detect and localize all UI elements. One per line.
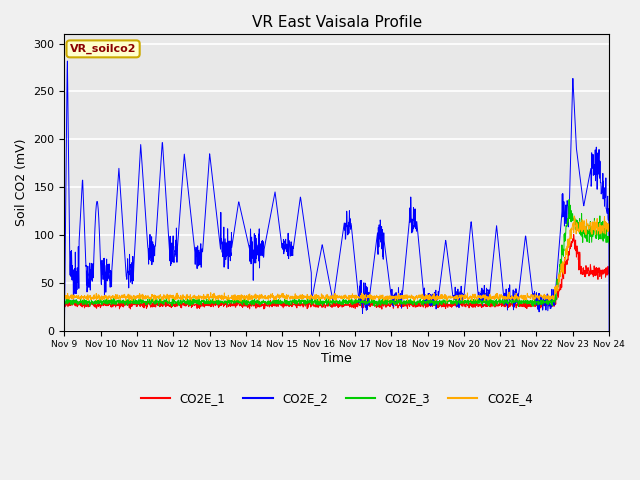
Y-axis label: Soil CO2 (mV): Soil CO2 (mV) [15, 139, 28, 226]
CO2E_2 [61, 328, 68, 334]
X-axis label: Time: Time [321, 352, 352, 365]
CO2E_4 [311, 293, 319, 299]
CO2E_4 [589, 222, 597, 228]
CO2E_2 [589, 164, 597, 169]
CO2E_1 [589, 271, 597, 276]
CO2E_3 [311, 298, 319, 304]
Line: CO2E_4: CO2E_4 [65, 216, 609, 301]
CO2E_3 [325, 301, 333, 307]
CO2E_1 [570, 232, 577, 238]
Legend: CO2E_1, CO2E_2, CO2E_3, CO2E_4: CO2E_1, CO2E_2, CO2E_3, CO2E_4 [136, 387, 538, 409]
CO2E_3 [590, 228, 598, 234]
CO2E_4 [605, 227, 613, 232]
Line: CO2E_3: CO2E_3 [65, 200, 609, 306]
CO2E_4 [490, 294, 497, 300]
CO2E_2 [490, 252, 497, 257]
CO2E_2 [63, 58, 71, 64]
CO2E_1 [325, 301, 333, 307]
CO2E_3 [529, 303, 537, 309]
CO2E_3 [565, 197, 573, 203]
CO2E_4 [61, 291, 68, 297]
CO2E_3 [490, 298, 497, 303]
CO2E_3 [605, 240, 613, 246]
CO2E_1 [605, 272, 613, 277]
CO2E_1 [61, 301, 68, 307]
Text: VR_soilco2: VR_soilco2 [70, 44, 136, 54]
CO2E_2 [605, 328, 613, 334]
CO2E_4 [88, 294, 96, 300]
CO2E_1 [590, 270, 598, 276]
Line: CO2E_2: CO2E_2 [65, 61, 609, 331]
Title: VR East Vaisala Profile: VR East Vaisala Profile [252, 15, 422, 30]
Line: CO2E_1: CO2E_1 [65, 235, 609, 309]
CO2E_1 [378, 306, 386, 312]
CO2E_4 [326, 295, 333, 300]
CO2E_2 [326, 280, 333, 286]
CO2E_1 [490, 301, 497, 307]
CO2E_2 [311, 279, 319, 285]
CO2E_4 [570, 213, 578, 219]
CO2E_1 [88, 300, 96, 306]
CO2E_4 [590, 225, 598, 230]
CO2E_2 [589, 172, 597, 178]
CO2E_3 [61, 300, 68, 305]
CO2E_4 [237, 299, 245, 304]
CO2E_3 [88, 299, 96, 304]
CO2E_1 [311, 302, 319, 308]
CO2E_3 [589, 232, 597, 238]
CO2E_2 [88, 273, 96, 279]
